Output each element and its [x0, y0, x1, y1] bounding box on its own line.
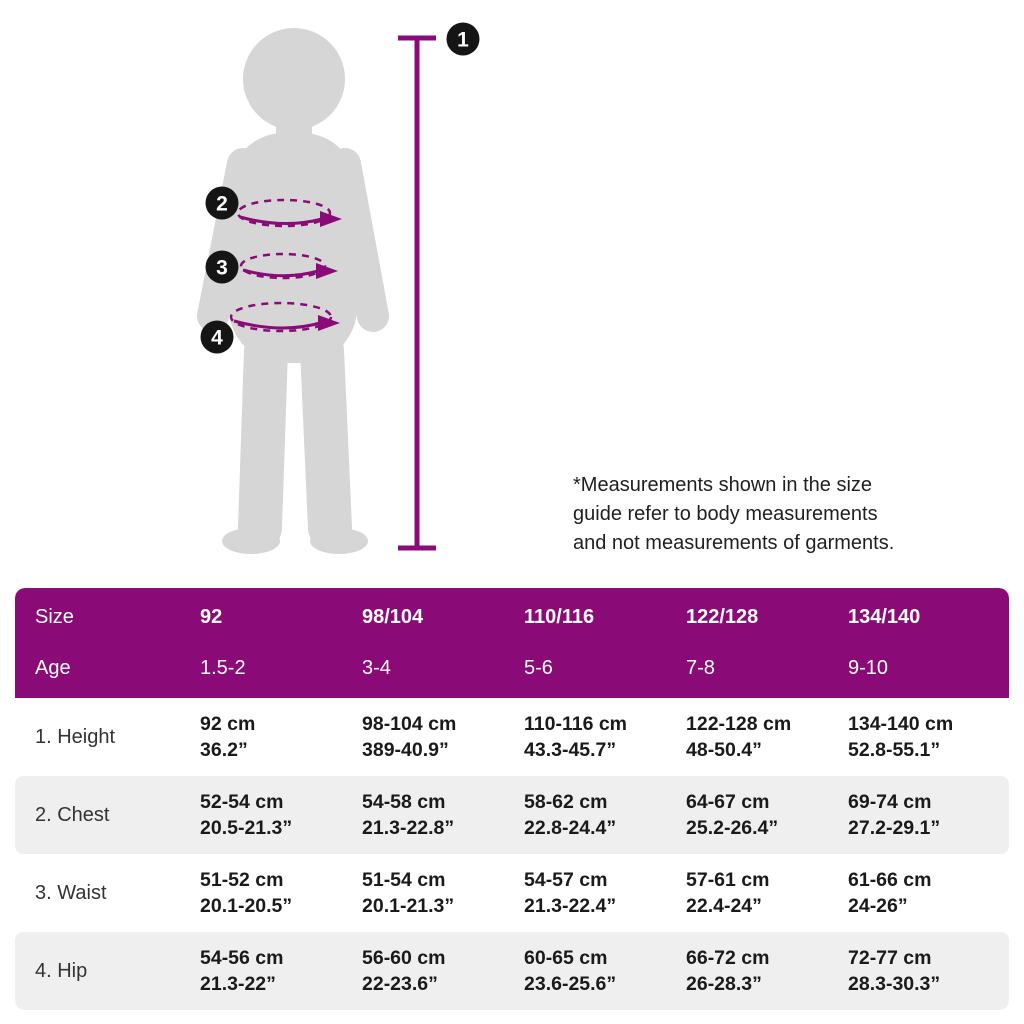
hip-cell-1: 54-56 cm 21.3-22”	[200, 947, 284, 995]
height-cell-5: 134-140 cm 52.8-55.1”	[848, 713, 954, 761]
height-cell-2: 98-104 cm 389-40.9”	[362, 713, 457, 761]
size-col-4: 122/128	[686, 606, 759, 628]
hip-measure-ellipse	[229, 301, 340, 333]
size-header-label: Size	[35, 606, 74, 628]
row-label-chest: 2. Chest	[35, 803, 110, 826]
waist-cell-3: 54-57 cm 21.3-22.4”	[524, 869, 617, 917]
hip-arrow-icon	[318, 315, 340, 331]
height-cell-1: 92 cm 36.2”	[200, 713, 256, 761]
height-measure-line	[398, 35, 436, 551]
chest-cell-5: 69-74 cm 27.2-29.1”	[848, 791, 941, 839]
table-row-hip: 4. Hip 54-56 cm 21.3-22” 56-60 cm 22-23.…	[15, 932, 1009, 1010]
size-table-header: Size 92 98/104 110/116 122/128 134/140 A…	[15, 588, 1009, 698]
size-table: Size 92 98/104 110/116 122/128 134/140 A…	[15, 588, 1009, 1010]
table-row-height: 1. Height 92 cm 36.2” 98-104 cm 389-40.9…	[15, 698, 1009, 776]
marker-2-label: 2	[216, 193, 228, 216]
child-silhouette	[197, 28, 389, 554]
row-label-hip: 4. Hip	[35, 959, 88, 982]
waist-cell-2: 51-54 cm 20.1-21.3”	[362, 869, 455, 917]
chest-cell-1: 52-54 cm 20.5-21.3”	[200, 791, 293, 839]
table-row-waist: 3. Waist 51-52 cm 20.1-20.5” 51-54 cm 20…	[15, 854, 1009, 932]
header-row-age: Age 1.5-2 3-4 5-6 7-8 9-10	[15, 643, 1009, 694]
marker-4-badge: 4	[200, 320, 234, 354]
waist-cell-1: 51-52 cm 20.1-20.5”	[200, 869, 293, 917]
marker-1-badge: 1	[446, 22, 480, 56]
waist-measure-ellipse	[239, 252, 338, 280]
size-col-3: 110/116	[524, 606, 595, 628]
note-line-2: guide refer to body measurements	[573, 503, 878, 525]
note-line-3: and not measurements of garments.	[573, 532, 895, 554]
height-cell-4: 122-128 cm 48-50.4”	[686, 713, 792, 761]
marker-4-label: 4	[211, 327, 223, 350]
waist-cell-4: 57-61 cm 22.4-24”	[686, 869, 770, 917]
hip-cell-3: 60-65 cm 23.6-25.6”	[524, 947, 617, 995]
age-col-2: 3-4	[362, 657, 391, 679]
row-label-waist: 3. Waist	[35, 881, 107, 904]
age-header-label: Age	[35, 657, 71, 679]
header-row-size: Size 92 98/104 110/116 122/128 134/140	[15, 592, 1009, 643]
waist-arrow-icon	[316, 263, 338, 279]
marker-2-badge: 2	[205, 186, 239, 220]
hip-cell-2: 56-60 cm 22-23.6”	[362, 947, 446, 995]
height-cell-3: 110-116 cm 43.3-45.7”	[524, 713, 628, 761]
hip-cell-5: 72-77 cm 28.3-30.3”	[848, 947, 941, 995]
chest-arrow-icon	[320, 211, 342, 227]
age-col-1: 1.5-2	[200, 657, 246, 679]
marker-1-label: 1	[457, 29, 469, 52]
table-row-chest: 2. Chest 52-54 cm 20.5-21.3” 54-58 cm 21…	[15, 776, 1009, 854]
hip-cell-4: 66-72 cm 26-28.3”	[686, 947, 770, 995]
note-line-1: *Measurements shown in the size	[573, 474, 873, 496]
marker-3-badge: 3	[205, 250, 239, 284]
size-col-2: 98/104	[362, 606, 424, 628]
age-col-5: 9-10	[848, 657, 889, 679]
chest-cell-2: 54-58 cm 21.3-22.8”	[362, 791, 455, 839]
age-col-3: 5-6	[524, 657, 553, 679]
age-col-4: 7-8	[686, 657, 715, 679]
marker-3-label: 3	[216, 257, 228, 280]
size-col-5: 134/140	[848, 606, 921, 628]
chest-cell-4: 64-67 cm 25.2-26.4”	[686, 791, 779, 839]
size-col-1: 92	[200, 606, 223, 628]
child-measurement-diagram: 1 2 3 4	[197, 22, 480, 554]
figure-area: 1 2 3 4 *Measurements shown in the size …	[197, 22, 953, 558]
chest-measure-ellipse	[236, 198, 342, 228]
row-label-height: 1. Height	[35, 725, 116, 748]
measurement-note: *Measurements shown in the size guide re…	[573, 471, 953, 558]
chest-cell-3: 58-62 cm 22.8-24.4”	[524, 791, 617, 839]
waist-cell-5: 61-66 cm 24-26”	[848, 869, 932, 917]
